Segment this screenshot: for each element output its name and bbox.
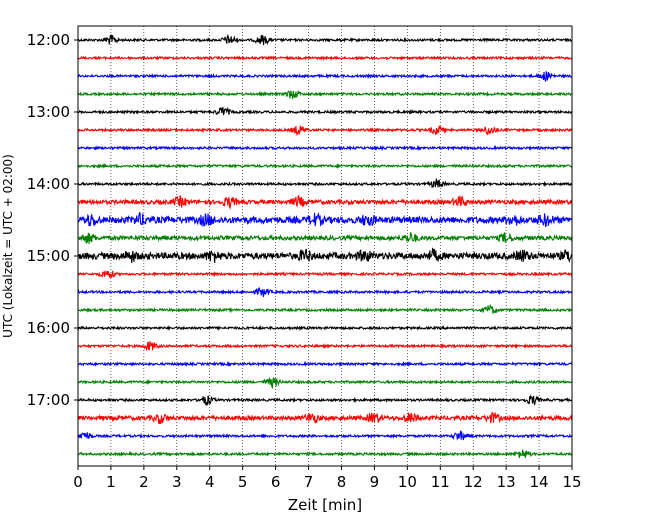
x-axis-ticks: 0 1 2 3 4 5 6 7 8 9 10 11 12 13 14 15 — [73, 466, 582, 491]
x-tick-label: 12 — [464, 473, 483, 491]
y-axis-label: UTC (Lokalzeit = UTC + 02:00) — [1, 154, 15, 338]
x-tick-label: 13 — [497, 473, 516, 491]
x-tick-label: 1 — [106, 473, 116, 491]
y-tick-label: 13:00 — [27, 103, 70, 121]
trace-1400 — [77, 178, 573, 189]
trace-1700 — [77, 394, 573, 406]
x-tick-label: 3 — [172, 473, 182, 491]
x-tick-label: 4 — [205, 473, 215, 491]
x-tick-label: 10 — [398, 473, 417, 491]
y-tick-label: 16:00 — [27, 319, 70, 337]
trace-1630 — [77, 360, 573, 368]
plot-frame — [77, 25, 573, 467]
x-tick-label: 11 — [431, 473, 450, 491]
trace-1200 — [77, 33, 573, 46]
trace-1345 — [77, 162, 573, 170]
trace-1215 — [77, 54, 573, 62]
x-axis-label: Zeit [min] — [288, 496, 362, 514]
trace-series — [77, 33, 573, 459]
y-axis-ticks: 12:00 13:00 14:00 15:00 16:00 17:00 — [27, 31, 78, 409]
x-tick-label: 7 — [304, 473, 314, 491]
trace-1315 — [77, 124, 573, 137]
trace-1430 — [77, 212, 573, 228]
trace-1445 — [77, 232, 573, 244]
y-tick-label: 14:00 — [27, 175, 70, 193]
vertical-grid — [110, 26, 540, 466]
trace-1245 — [77, 89, 573, 100]
trace-1730 — [77, 430, 573, 441]
x-tick-label: 8 — [337, 473, 347, 491]
trace-1645 — [77, 377, 573, 390]
x-tick-label: 2 — [139, 473, 149, 491]
x-tick-label: 6 — [271, 473, 281, 491]
trace-1330 — [77, 144, 573, 152]
trace-1615 — [77, 341, 573, 352]
trace-1530 — [77, 286, 573, 298]
x-tick-label: 14 — [530, 473, 549, 491]
x-tick-label: 15 — [562, 473, 581, 491]
trace-1715 — [77, 412, 573, 425]
trace-1515 — [77, 270, 573, 279]
y-tick-label: 12:00 — [27, 31, 70, 49]
trace-1300 — [77, 106, 573, 116]
x-tick-label: 9 — [370, 473, 380, 491]
y-tick-label: 15:00 — [27, 247, 70, 265]
trace-1500 — [77, 247, 573, 264]
trace-1545 — [77, 303, 573, 314]
trace-1745 — [77, 449, 573, 459]
trace-1230 — [77, 71, 573, 82]
trace-1415 — [77, 194, 573, 210]
trace-1600 — [77, 325, 573, 332]
y-tick-label: 17:00 — [27, 391, 70, 409]
x-tick-label: 5 — [238, 473, 248, 491]
x-tick-label: 0 — [73, 473, 83, 491]
